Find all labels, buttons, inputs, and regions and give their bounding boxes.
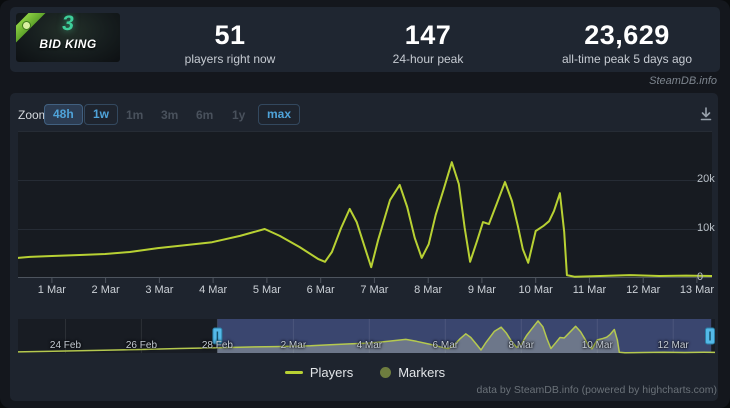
game-title: BID KING (39, 37, 97, 51)
markers-legend-marker (380, 366, 392, 378)
x-tick-label: 4 Mar (199, 284, 228, 296)
current-players-value: 51 (214, 20, 246, 50)
chart-legend: Players Markers (0, 363, 730, 381)
x-tick-label: 10 Mar (518, 284, 553, 296)
stat-alltime-peak: 23,629 all-time peak 5 days ago (532, 20, 722, 67)
zoom-48h-button[interactable]: 48h (44, 104, 83, 125)
x-tick-label: 13 Mar (679, 284, 715, 296)
header-panel: 3 BID KING 51 players right now 147 24-h… (10, 7, 720, 72)
x-tick-label: 12 Mar (626, 284, 661, 296)
players-series-line (18, 161, 712, 278)
peak-24h-label: 24-hour peak (392, 52, 464, 66)
download-icon[interactable] (696, 104, 716, 124)
navigator-date-label: 12 Mar (657, 340, 689, 351)
x-tick-label: 2 Mar (91, 284, 120, 296)
x-tick-label: 5 Mar (252, 284, 281, 296)
markers-legend-item[interactable]: Markers (398, 364, 446, 380)
y-tick-label: 20k (697, 173, 715, 185)
range-navigator[interactable] (18, 319, 715, 354)
alltime-peak-label: all-time peak 5 days ago (561, 52, 693, 66)
navigator-date-label: 28 Feb (201, 340, 233, 351)
y-tick-label: 10k (697, 222, 715, 234)
zoom-label: Zoom (18, 108, 49, 122)
banner-ribbon-icon (22, 21, 31, 30)
players-legend-marker (284, 370, 303, 374)
x-tick-label: 9 Mar (467, 284, 496, 296)
peak-24h-value: 147 (404, 20, 452, 50)
x-tick-label: 7 Mar (360, 284, 389, 296)
y-tick-label: 0 (697, 271, 704, 283)
navigator-background (18, 319, 715, 353)
alltime-peak-value: 23,629 (584, 20, 670, 50)
game-banner[interactable]: 3 BID KING (16, 13, 120, 62)
navigator-series-line (18, 320, 715, 354)
game-logo-number: 3 (60, 13, 76, 35)
zoom-1w-button[interactable]: 1w (84, 104, 119, 125)
x-tick-label: 11 Mar (572, 284, 607, 296)
main-chart-plot-area[interactable] (18, 132, 712, 278)
chart-credit: data by SteamDB.info (powered by highcha… (476, 384, 717, 396)
zoom-1y-disabled: 1y (232, 108, 246, 122)
stat-24h-peak: 147 24-hour peak (333, 20, 523, 67)
x-tick-label: 3 Mar (145, 284, 174, 296)
navigator-date-label: 26 Feb (125, 340, 158, 351)
stat-current-players: 51 players right now (135, 20, 325, 67)
x-tick-label: 1 Mar (37, 284, 66, 296)
navigator-date-label: 2 Mar (280, 340, 307, 351)
zoom-6m-disabled: 6m (196, 108, 214, 122)
x-tick-label: 6 Mar (306, 284, 335, 296)
navigator-date-label: 6 Mar (432, 340, 459, 351)
players-line-chart (18, 131, 712, 283)
x-tick-label: 8 Mar (414, 284, 443, 296)
navigator-date-label: 8 Mar (508, 340, 535, 351)
players-legend-item[interactable]: Players (309, 364, 354, 380)
zoom-1m-disabled: 1m (126, 108, 144, 122)
navigator-date-label: 24 Feb (49, 340, 82, 351)
zoom-3m-disabled: 3m (161, 108, 179, 122)
navigator-date-label: 10 Mar (581, 340, 613, 351)
zoom-max-button[interactable]: max (258, 104, 301, 125)
navigator-date-label: 4 Mar (356, 340, 383, 351)
current-players-label: players right now (184, 52, 276, 66)
steamdb-watermark: SteamDB.info (649, 75, 717, 87)
